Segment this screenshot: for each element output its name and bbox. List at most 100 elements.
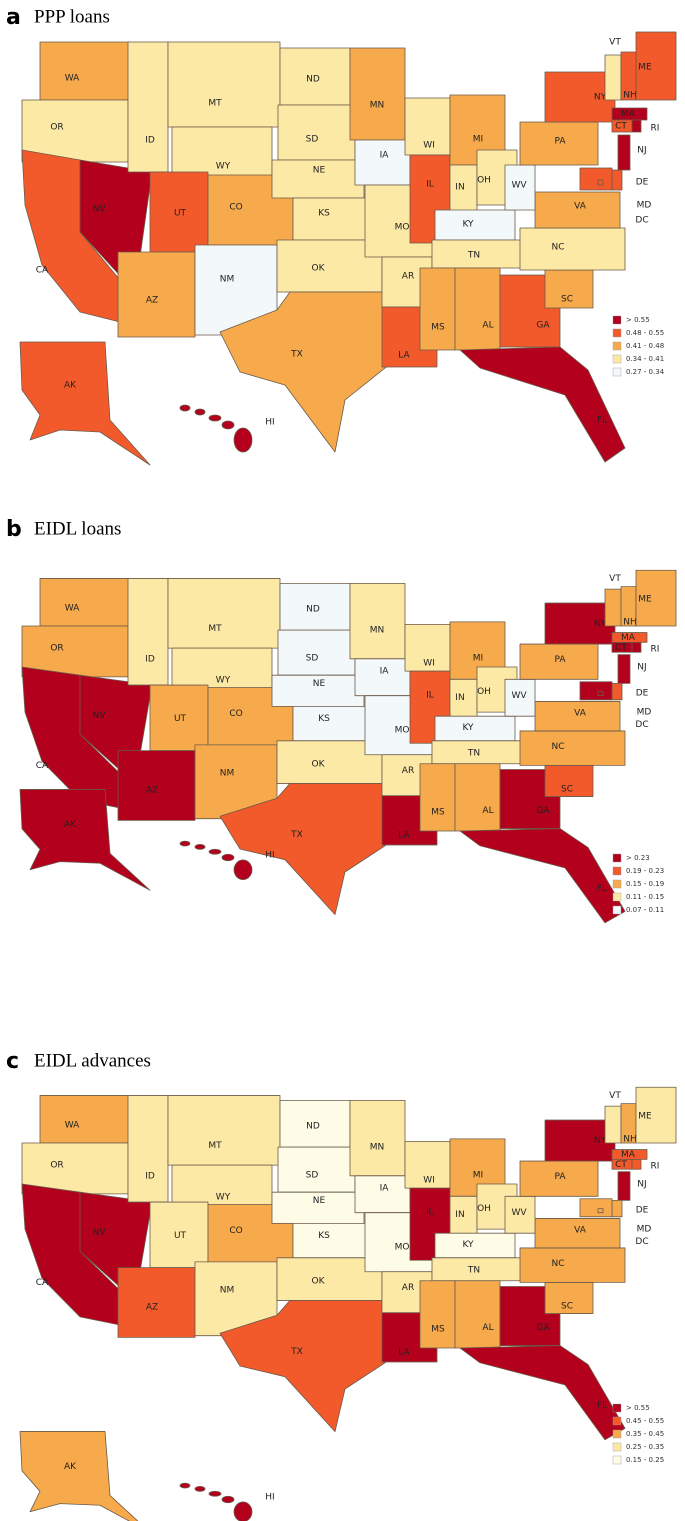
- state-label: KY: [462, 220, 474, 230]
- state-label: OK: [312, 1276, 326, 1286]
- state: [208, 1490, 222, 1497]
- state-label: NV: [93, 205, 107, 215]
- state-label: NC: [551, 742, 564, 752]
- state-label: MO: [395, 1243, 410, 1253]
- state-label: NC: [551, 243, 564, 253]
- state-label: IL: [426, 690, 434, 700]
- state: [544, 1282, 594, 1314]
- state: [233, 1501, 253, 1521]
- state: [19, 789, 151, 891]
- state-label: IN: [455, 1210, 464, 1220]
- state-label: MI: [473, 135, 483, 145]
- legend-label: 0.41 - 0.48: [626, 342, 664, 350]
- state: [419, 267, 456, 351]
- state: [519, 1247, 626, 1283]
- state-label: MI: [473, 1170, 483, 1180]
- state-label: MD: [637, 201, 652, 211]
- state-label: NE: [313, 679, 326, 689]
- panel-title: EIDL advances: [34, 1050, 151, 1071]
- legend-label: 0.34 - 0.41: [626, 355, 664, 363]
- map-panel: b EIDL loans WA OR CA NV ID MT WY UT CO AZ NM ND SD NE K…: [6, 517, 677, 924]
- state: [127, 41, 169, 173]
- legend-swatch: [612, 1455, 622, 1465]
- state-label: FL: [597, 884, 607, 894]
- state: [149, 1201, 209, 1269]
- state: [617, 134, 631, 171]
- legend-label: 0.35 - 0.45: [626, 1430, 664, 1438]
- state-label: AK: [64, 1462, 77, 1472]
- state-label: KY: [462, 1240, 474, 1250]
- state-label: OH: [477, 687, 491, 697]
- state-label: CT: [615, 1160, 627, 1170]
- state: [117, 750, 196, 821]
- state-label: CO: [229, 1226, 242, 1236]
- legend-swatch: [612, 354, 622, 364]
- state: [39, 1095, 131, 1144]
- state: [604, 54, 622, 101]
- state: [454, 763, 501, 832]
- legend-label: > 0.55: [626, 316, 650, 324]
- map-panel: a PPP loans WA OR CA NV ID MT WY UT CO AZ NM ND SD NE KS…: [6, 5, 677, 466]
- state: [354, 658, 411, 697]
- panel-letter: a: [6, 5, 21, 30]
- state-label: KS: [318, 1231, 330, 1241]
- state-label: HI: [265, 1493, 274, 1503]
- state-label: WA: [65, 1120, 80, 1130]
- legend-label: 0.27 - 0.34: [626, 368, 665, 376]
- legend-label: 0.15 - 0.25: [626, 1456, 664, 1464]
- state-label: DC: [635, 720, 648, 730]
- state-label: GA: [536, 321, 550, 331]
- state-label: IN: [455, 693, 464, 703]
- state: [544, 269, 594, 309]
- state-label: AZ: [146, 296, 158, 306]
- state: [39, 41, 131, 101]
- legend-label: > 0.23: [626, 854, 650, 862]
- state-label: HI: [265, 418, 274, 428]
- state-label: FL: [597, 416, 607, 426]
- map-panel: c EIDL advances WA OR CA NV ID MT WY UT CO AZ NM ND SD…: [6, 1049, 677, 1521]
- state-label: AR: [402, 766, 414, 776]
- state-label: MN: [370, 101, 385, 111]
- state-label: KY: [462, 723, 474, 733]
- state-label: ND: [306, 1121, 320, 1131]
- state-label: AK: [64, 381, 77, 391]
- state: [117, 251, 196, 338]
- state-label: NV: [93, 1228, 107, 1238]
- state-label: NJ: [637, 663, 646, 673]
- state-label: NE: [313, 166, 326, 176]
- state-label: NH: [623, 1134, 637, 1144]
- legend-swatch: [612, 1442, 622, 1452]
- state-label: MA: [621, 633, 636, 643]
- state-label: DE: [636, 1206, 649, 1216]
- state-label: CT: [615, 122, 627, 132]
- state: [277, 629, 356, 676]
- state-label: OH: [477, 1204, 491, 1214]
- state: [208, 848, 222, 855]
- state: [208, 414, 222, 422]
- state-label: MO: [395, 726, 410, 736]
- state: [454, 1280, 501, 1349]
- state-label: NM: [220, 275, 235, 285]
- state: [219, 1300, 396, 1433]
- state: [579, 681, 613, 701]
- state: [194, 408, 206, 416]
- state-label: CO: [229, 203, 242, 213]
- state: [504, 1195, 536, 1234]
- state-label: WV: [511, 181, 527, 191]
- state-label: MT: [208, 99, 222, 109]
- state-label: OR: [50, 1161, 63, 1171]
- state: [597, 179, 604, 186]
- state: [149, 171, 209, 253]
- state-label: IL: [426, 1207, 434, 1217]
- state: [167, 41, 281, 128]
- state-label: RI: [651, 124, 660, 134]
- state-label: MD: [637, 708, 652, 718]
- state-label: AR: [402, 272, 414, 282]
- legend-label: 0.48 - 0.55: [626, 329, 664, 337]
- state-label: WY: [216, 1193, 231, 1203]
- legend-label: 0.15 - 0.19: [626, 880, 664, 888]
- state: [597, 1208, 604, 1214]
- state: [21, 99, 129, 163]
- state: [544, 1119, 616, 1162]
